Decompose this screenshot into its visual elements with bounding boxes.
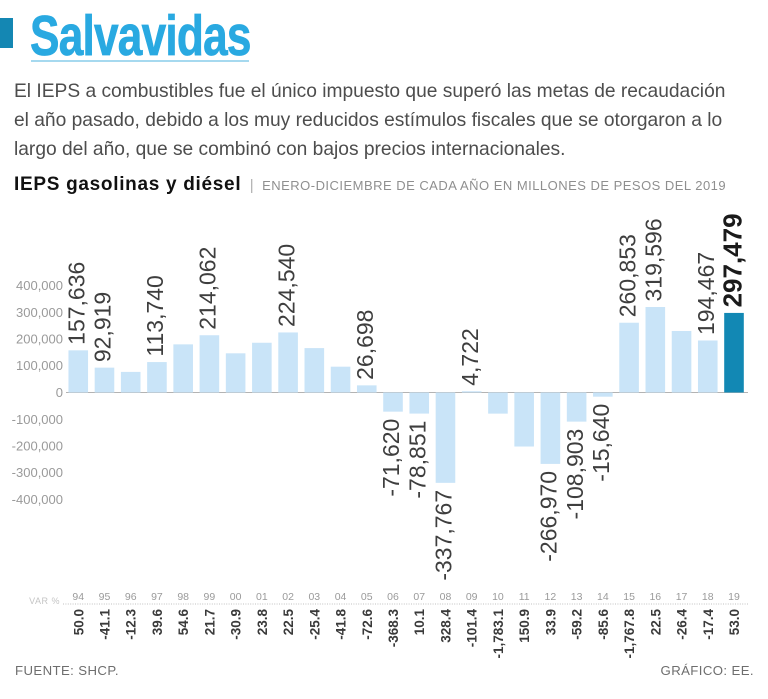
svg-text:-59.2: -59.2 xyxy=(570,609,585,640)
svg-text:07: 07 xyxy=(413,591,425,603)
svg-text:09: 09 xyxy=(466,591,478,603)
svg-text:-368.3: -368.3 xyxy=(386,609,401,648)
svg-text:10: 10 xyxy=(492,591,504,603)
svg-text:22.5: 22.5 xyxy=(281,609,296,636)
svg-text:10.1: 10.1 xyxy=(412,609,427,636)
svg-text:19: 19 xyxy=(728,591,740,603)
svg-text:-400,000: -400,000 xyxy=(12,492,63,507)
svg-text:100,000: 100,000 xyxy=(16,358,63,373)
svg-text:-72.6: -72.6 xyxy=(360,609,375,640)
svg-text:328.4: 328.4 xyxy=(438,609,453,643)
svg-text:21.7: 21.7 xyxy=(202,609,217,635)
svg-text:-266,970: -266,970 xyxy=(536,471,562,562)
svg-text:4,722: 4,722 xyxy=(457,328,483,386)
svg-text:-26.4: -26.4 xyxy=(675,609,690,640)
svg-text:16: 16 xyxy=(649,591,661,603)
svg-text:26,698: 26,698 xyxy=(352,310,378,380)
svg-text:14: 14 xyxy=(597,591,609,603)
svg-text:15: 15 xyxy=(623,591,635,603)
svg-text:-78,851: -78,851 xyxy=(404,421,430,499)
svg-text:05: 05 xyxy=(361,591,373,603)
svg-text:157,636: 157,636 xyxy=(63,262,89,345)
svg-text:13: 13 xyxy=(571,591,583,603)
svg-text:99: 99 xyxy=(204,591,216,603)
svg-text:08: 08 xyxy=(440,591,452,603)
svg-text:94: 94 xyxy=(72,591,84,603)
svg-text:-41.8: -41.8 xyxy=(334,609,349,640)
svg-text:-15,640: -15,640 xyxy=(588,404,614,482)
svg-text:-25.4: -25.4 xyxy=(307,609,322,640)
svg-text:98: 98 xyxy=(177,591,189,603)
svg-text:96: 96 xyxy=(125,591,137,603)
svg-text:-41.1: -41.1 xyxy=(97,609,112,640)
svg-text:33.9: 33.9 xyxy=(543,609,558,635)
svg-text:11: 11 xyxy=(519,591,530,603)
svg-text:04: 04 xyxy=(335,591,347,603)
svg-text:400,000: 400,000 xyxy=(16,278,63,293)
svg-text:260,853: 260,853 xyxy=(614,234,640,317)
svg-text:-85.6: -85.6 xyxy=(596,609,611,640)
svg-text:-1,783.1: -1,783.1 xyxy=(491,609,506,659)
svg-text:01: 01 xyxy=(256,591,268,603)
svg-text:18: 18 xyxy=(702,591,714,603)
svg-text:12: 12 xyxy=(545,591,557,603)
svg-text:297,479: 297,479 xyxy=(718,213,748,307)
svg-text:95: 95 xyxy=(99,591,111,603)
svg-text:319,596: 319,596 xyxy=(641,218,667,301)
svg-text:-108,903: -108,903 xyxy=(562,429,588,520)
svg-text:00: 00 xyxy=(230,591,242,603)
svg-text:50.0: 50.0 xyxy=(71,609,86,635)
svg-text:194,467: 194,467 xyxy=(693,252,719,335)
svg-text:-337,767: -337,767 xyxy=(431,490,457,581)
svg-text:-200,000: -200,000 xyxy=(12,439,63,454)
svg-text:23.8: 23.8 xyxy=(255,609,270,636)
svg-text:-12.3: -12.3 xyxy=(124,609,139,640)
svg-text:-1,767.8: -1,767.8 xyxy=(622,609,637,659)
svg-text:0: 0 xyxy=(56,385,63,400)
svg-text:-17.4: -17.4 xyxy=(701,609,716,640)
svg-text:39.6: 39.6 xyxy=(150,609,165,636)
svg-text:-300,000: -300,000 xyxy=(12,465,63,480)
svg-text:214,062: 214,062 xyxy=(195,247,221,330)
svg-text:53.0: 53.0 xyxy=(727,609,742,635)
svg-text:-100,000: -100,000 xyxy=(12,412,63,427)
svg-text:22.5: 22.5 xyxy=(648,609,663,636)
svg-text:224,540: 224,540 xyxy=(273,244,299,327)
svg-text:113,740: 113,740 xyxy=(142,275,168,356)
svg-text:200,000: 200,000 xyxy=(16,332,63,347)
svg-text:300,000: 300,000 xyxy=(16,305,63,320)
svg-text:92,919: 92,919 xyxy=(90,292,116,362)
svg-text:150.9: 150.9 xyxy=(517,609,532,643)
svg-text:VAR %: VAR % xyxy=(29,596,60,606)
svg-text:17: 17 xyxy=(676,591,688,603)
svg-text:02: 02 xyxy=(282,591,294,603)
svg-text:03: 03 xyxy=(308,591,320,603)
svg-text:-30.9: -30.9 xyxy=(229,609,244,640)
svg-text:06: 06 xyxy=(387,591,399,603)
svg-text:97: 97 xyxy=(151,591,163,603)
svg-text:-71,620: -71,620 xyxy=(378,419,404,497)
svg-text:54.6: 54.6 xyxy=(176,609,191,636)
svg-text:-101.4: -101.4 xyxy=(465,609,480,648)
